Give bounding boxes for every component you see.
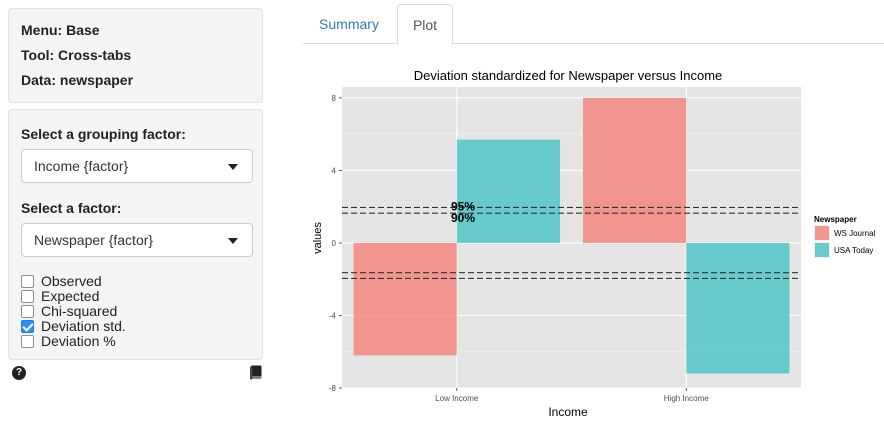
bar-ws-journal-high-income — [582, 97, 687, 243]
bar-usa-today-high-income — [686, 242, 790, 374]
x-axis-label: Income — [548, 405, 588, 419]
menu-info: Menu: Base — [21, 22, 100, 38]
checkbox-label: Deviation std. — [41, 318, 126, 334]
factor-value: Newspaper {factor} — [34, 232, 154, 248]
checkbox-box[interactable] — [21, 335, 34, 348]
y-axis: -8 -4 0 4 8 — [329, 94, 342, 393]
bar-ws-journal-low-income — [353, 242, 457, 356]
checkbox-box[interactable] — [21, 275, 34, 288]
x-tick-label: Low Income — [435, 394, 479, 403]
reference-lines — [342, 206, 801, 280]
bars — [353, 97, 790, 374]
tool-info: Tool: Cross-tabs — [21, 47, 132, 63]
legend-label: WS Journal — [834, 229, 876, 238]
plot-area: Deviation standardized for Newspaper ver… — [305, 60, 884, 426]
grouping-factor-select[interactable]: Income {factor} — [21, 149, 253, 183]
legend-swatch — [815, 226, 829, 240]
legend-title: Newspaper — [814, 215, 857, 224]
y-tick-label: 4 — [332, 166, 337, 175]
checkbox-label: Expected — [41, 288, 100, 304]
controls-panel: Select a grouping factor: Income {factor… — [8, 109, 263, 360]
tab-bar: Summary Plot — [303, 0, 884, 45]
factor-select[interactable]: Newspaper {factor} — [21, 223, 253, 257]
y-tick-label: -4 — [329, 311, 337, 320]
y-tick-label: 8 — [332, 94, 337, 103]
chevron-down-icon — [228, 164, 238, 170]
x-axis: Low Income High Income — [435, 388, 709, 403]
y-tick-label: 0 — [332, 239, 337, 248]
info-panel: Menu: Base Tool: Cross-tabs Data: newspa… — [8, 8, 263, 103]
x-tick-label: High Income — [664, 394, 709, 403]
checkbox-label: Observed — [41, 273, 102, 289]
checkbox-box[interactable] — [21, 290, 34, 303]
deviation-chart: Deviation standardized for Newspaper ver… — [312, 68, 876, 419]
legend: Newspaper WS Journal USA Today — [814, 215, 876, 258]
question-circle-icon[interactable]: ? — [12, 366, 26, 380]
checkbox-box[interactable] — [21, 305, 34, 318]
annotation-label: 90% — [451, 211, 475, 225]
factor-label: Select a factor: — [21, 200, 122, 216]
y-axis-label: values — [312, 222, 324, 254]
legend-label: USA Today — [834, 246, 873, 255]
grouping-factor-value: Income {factor} — [34, 158, 129, 174]
bar-usa-today-low-income — [456, 139, 561, 243]
checkbox-label: Chi-squared — [41, 303, 118, 319]
legend-swatch — [815, 243, 829, 257]
grouping-factor-label: Select a grouping factor: — [21, 126, 186, 142]
chart-title: Deviation standardized for Newspaper ver… — [414, 68, 723, 83]
y-tick-label: -8 — [329, 384, 337, 393]
data-info: Data: newspaper — [21, 72, 134, 88]
book-icon[interactable] — [250, 365, 262, 380]
checkbox-box[interactable] — [21, 320, 34, 333]
annotations: 95%90% — [451, 199, 475, 225]
tab-plot[interactable]: Plot — [397, 4, 453, 45]
chevron-down-icon — [228, 238, 238, 244]
checkbox-label: Deviation % — [41, 333, 116, 349]
annotation-label: 95% — [451, 199, 475, 213]
tab-summary[interactable]: Summary — [319, 16, 379, 32]
